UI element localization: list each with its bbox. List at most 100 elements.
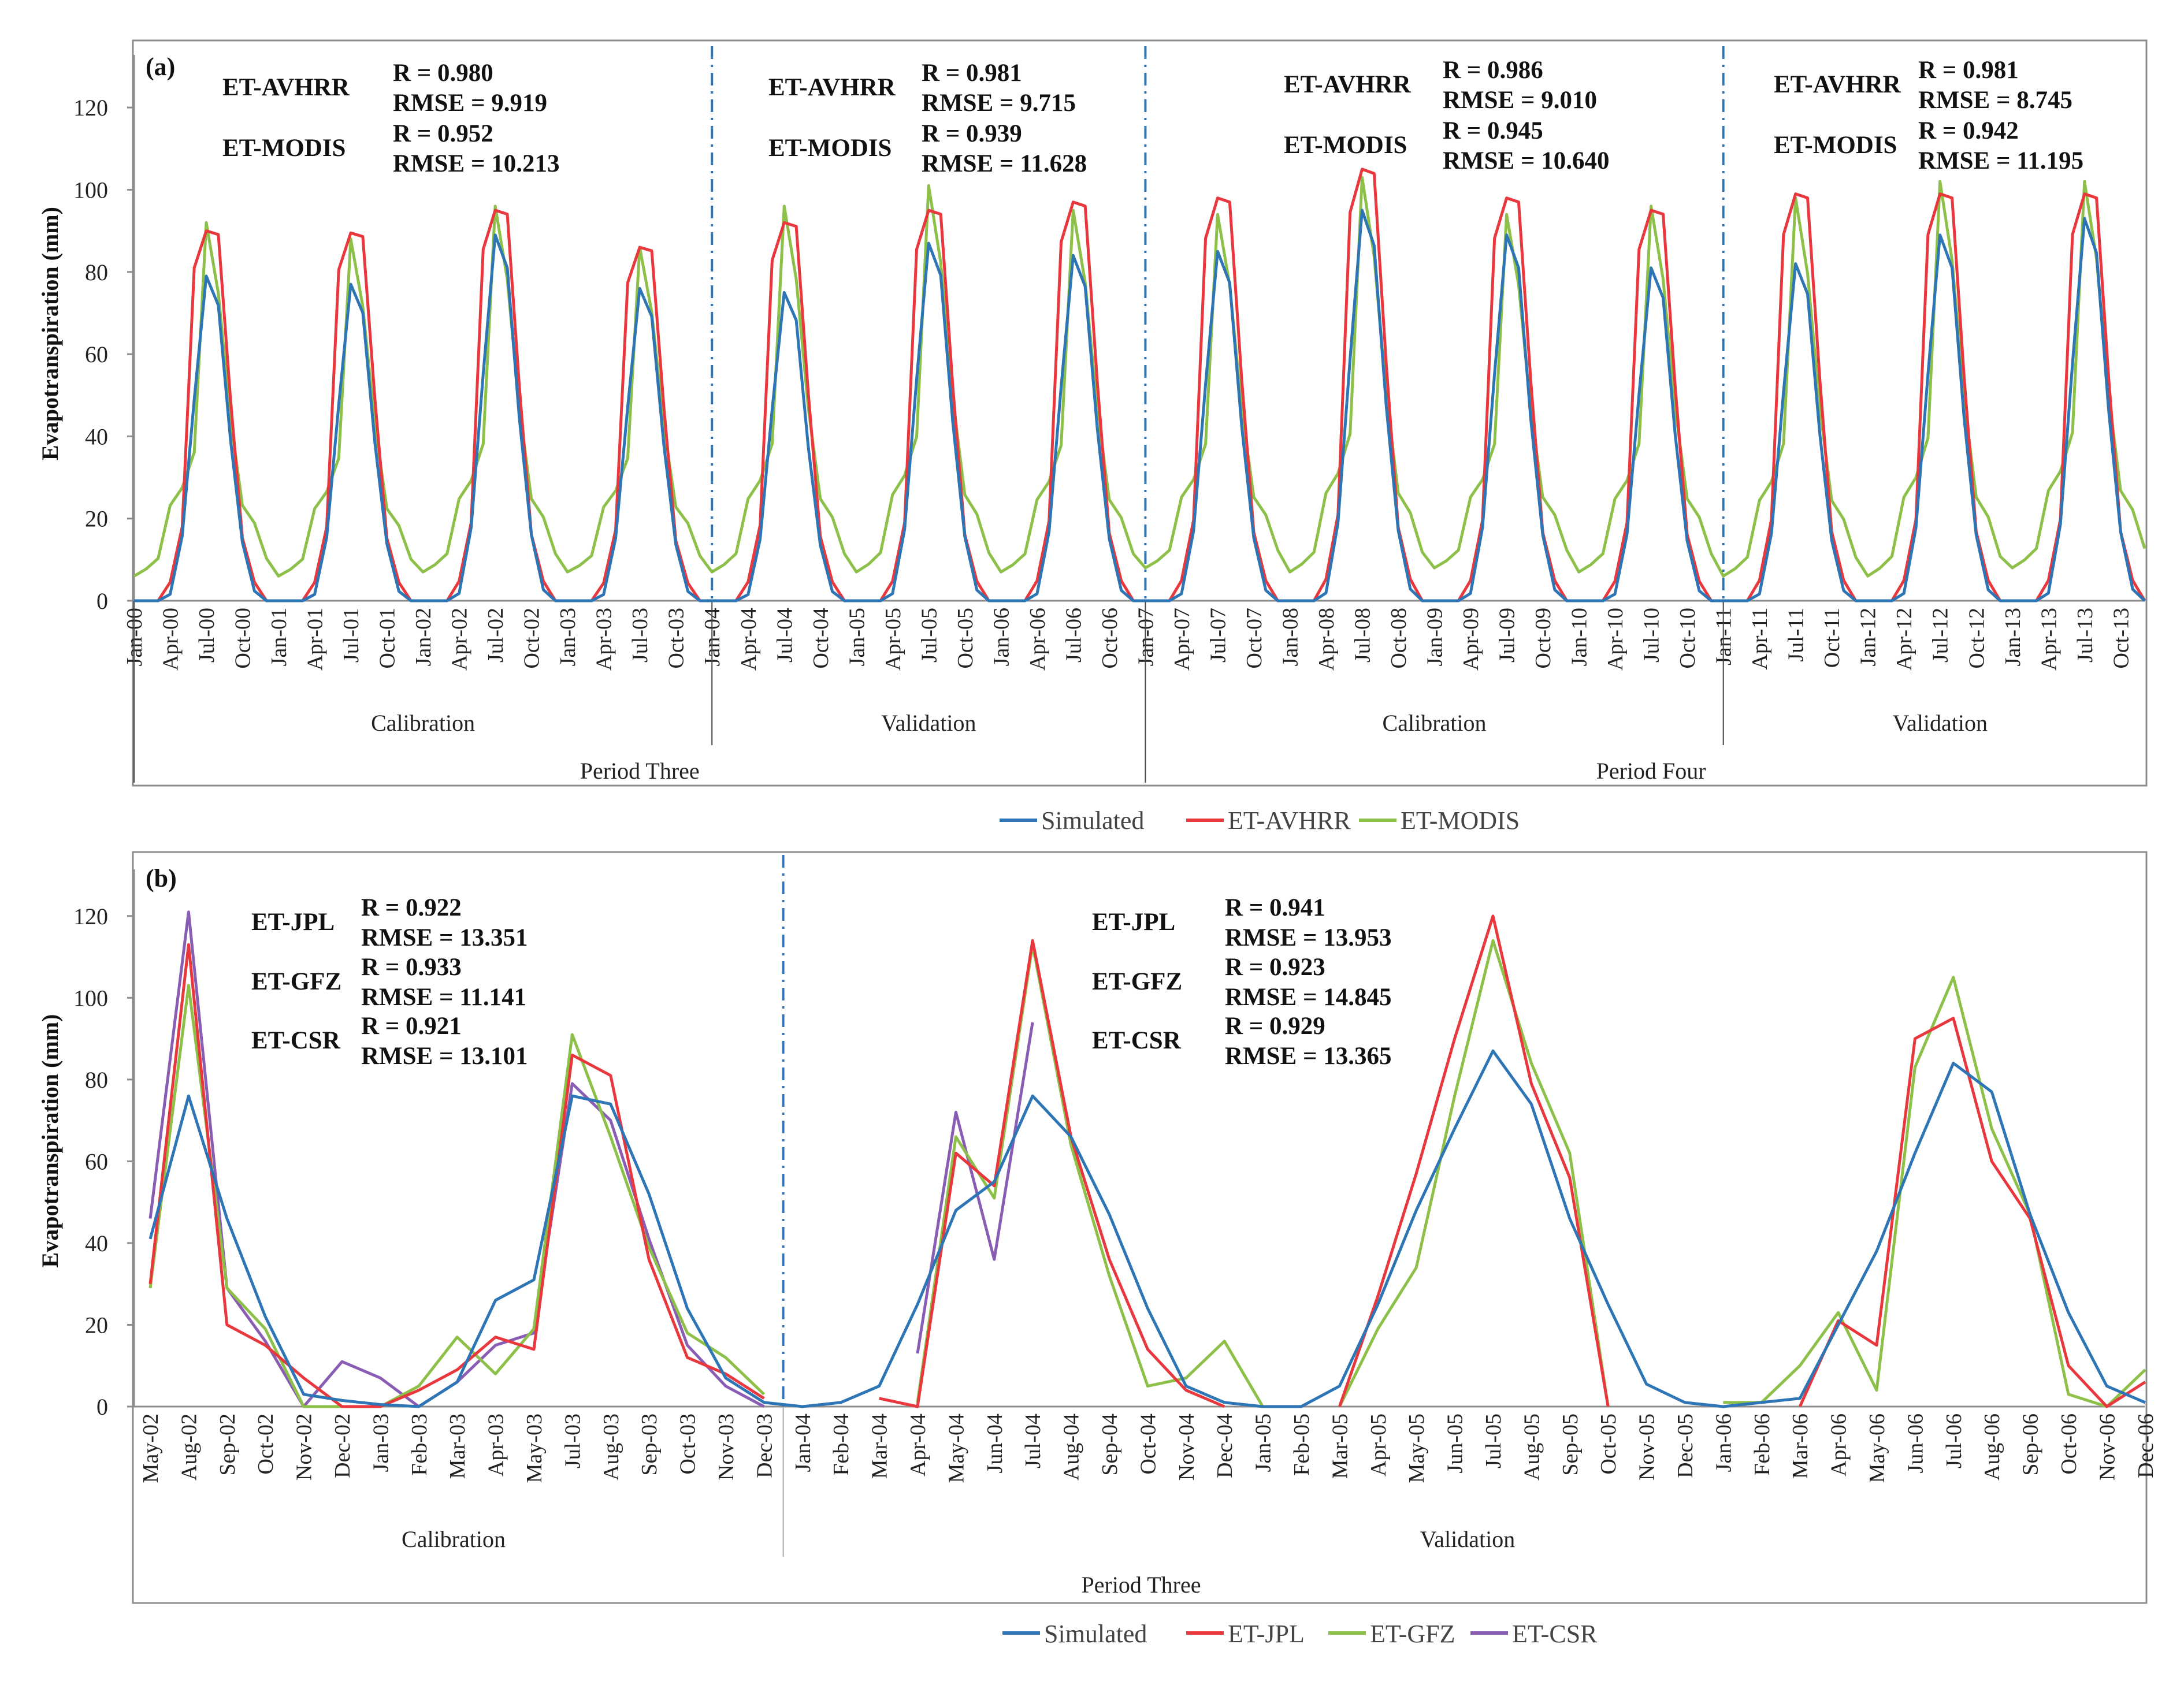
stat-r-value: R = 0.922 [361,894,462,921]
x-tick-label: Aug-02 [177,1414,201,1481]
stat-series-name: ET-MODIS [222,135,346,162]
stat-r-value: R = 0.921 [361,1013,462,1040]
x-tick-label: Aug-06 [1980,1414,2004,1481]
x-tick-label: Oct-03 [664,608,689,669]
series-line-et-jpl [148,943,765,1408]
stat-r-value: R = 0.939 [922,120,1022,147]
x-tick-label: May-04 [944,1414,968,1483]
stat-rmse-value: RMSE = 14.845 [1225,984,1392,1011]
stat-rmse-value: RMSE = 9.010 [1443,87,1597,114]
y-tick-label: 40 [85,423,108,449]
x-tick-label: Oct-02 [520,608,544,669]
stat-rmse-value: RMSE = 8.745 [1918,87,2072,114]
stat-series-name: ET-MODIS [1774,132,1897,159]
stat-rmse-value: RMSE = 13.101 [361,1043,528,1070]
x-tick-label: Mar-03 [445,1414,470,1479]
x-tick-label: Apr-06 [1026,608,1050,671]
period-label: Period Three [1082,1572,1201,1598]
y-tick-label: 80 [85,259,108,285]
series-line-et-gfz [148,984,766,1408]
stat-r-value: R = 0.981 [922,59,1022,87]
stat-rmse-value: RMSE = 11.628 [922,150,1087,177]
y-tick-label: 100 [73,985,108,1011]
panel-b-frame [132,851,2148,1604]
x-tick-label: Mar-04 [868,1414,892,1479]
y-tick-label: 20 [85,506,108,532]
x-tick-label: Oct-07 [1242,608,1266,669]
x-tick-label: Jul-04 [1021,1414,1045,1468]
x-tick-label: Aug-04 [1060,1414,1084,1481]
stat-r-value: R = 0.952 [393,120,493,147]
y-tick-label: 100 [73,177,108,203]
x-tick-label: Aug-05 [1520,1414,1544,1481]
x-tick-label: Jul-01 [339,608,363,663]
x-tick-label: Jul-12 [1929,608,1953,663]
x-tick-label: Jul-09 [1495,608,1520,663]
x-tick-label: Nov-06 [2095,1414,2119,1481]
x-tick-label: Jan-03 [369,1414,393,1472]
x-tick-label: Apr-11 [1748,608,1772,670]
y-tick-label: 60 [85,1148,108,1174]
y-axis-title: Evapotranspiration (mm) [37,1014,63,1268]
legend-label: Simulated [1044,1620,1147,1648]
group-label: Calibration [402,1526,506,1552]
x-tick-label: Oct-08 [1387,608,1411,669]
group-label: Calibration [371,710,475,736]
series-line-et-gfz [916,943,1264,1408]
x-tick-label: Jul-13 [2073,608,2097,663]
x-tick-label: Jun-04 [983,1414,1007,1473]
series-line-et-gfz [1723,976,2146,1408]
panel-a: 0 20 40 60 80 100 120 Evapotranspiration (mm) (a… [37,46,2146,835]
x-tick-label: Jan-09 [1423,608,1447,666]
y-tick-label: 60 [85,341,108,367]
y-tick-label: 80 [85,1067,108,1093]
x-tick-label: Jul-02 [484,608,508,663]
y-tick-label: 0 [96,588,108,614]
legend-label: ET-AVHRR [1228,806,1351,835]
x-tick-label: Feb-06 [1750,1414,1774,1476]
x-tick-label: Oct-06 [1098,608,1122,669]
x-tick-label: Jan-04 [791,1414,815,1472]
stat-series-name: ET-GFZ [1092,968,1182,995]
x-tick-label: Jan-05 [845,608,869,666]
x-tick-label: Sep-04 [1098,1414,1122,1476]
x-tick-label: Apr-03 [484,1414,508,1476]
x-tick-label: Apr-05 [881,608,905,671]
series-line-et-modis [133,176,2146,578]
x-tick-label: Oct-10 [1676,608,1700,669]
x-tick-label: Dec-05 [1673,1414,1698,1478]
x-tick-label: Apr-12 [1892,608,1916,671]
stat-series-name: ET-MODIS [1284,132,1407,159]
legend-label: ET-GFZ [1370,1620,1455,1648]
x-tick-label: Oct-04 [1136,1414,1160,1475]
x-tick-label: May-05 [1405,1414,1429,1483]
x-tick-label: Jan-08 [1278,608,1302,666]
x-tick-label: Oct-05 [1596,1414,1621,1475]
x-tick-label: Dec-06 [2134,1414,2158,1478]
group-label: Validation [881,710,976,736]
x-tick-label: Jul-10 [1640,608,1664,663]
stat-rmse-value: RMSE = 13.953 [1225,924,1392,951]
x-tick-label: Apr-03 [592,608,616,671]
x-tick-label: Jan-06 [1711,1414,1736,1472]
x-tick-label: Sep-03 [637,1414,662,1476]
stat-rmse-value: RMSE = 13.351 [361,924,528,951]
legend-label: ET-JPL [1228,1620,1305,1648]
x-tick-label: Jun-06 [1903,1414,1927,1473]
x-tick-label: Oct-01 [376,608,400,669]
x-tick-label: Oct-00 [231,608,255,669]
x-tick-label: Nov-03 [714,1414,738,1481]
panel-label: (a) [146,53,175,81]
panel-label: (b) [146,864,177,892]
x-tick-label: Jul-03 [560,1414,585,1468]
stat-r-value: R = 0.933 [361,954,462,981]
stat-series-name: ET-JPL [1092,909,1175,936]
series-line-simulated [148,1049,2146,1408]
group-label: Calibration [1383,710,1487,736]
x-tick-label: May-02 [139,1414,163,1483]
x-tick-label: Apr-00 [159,608,183,671]
y-tick-label: 20 [85,1312,108,1338]
period-label: Period Four [1596,758,1706,784]
stat-series-name: ET-JPL [251,909,335,936]
